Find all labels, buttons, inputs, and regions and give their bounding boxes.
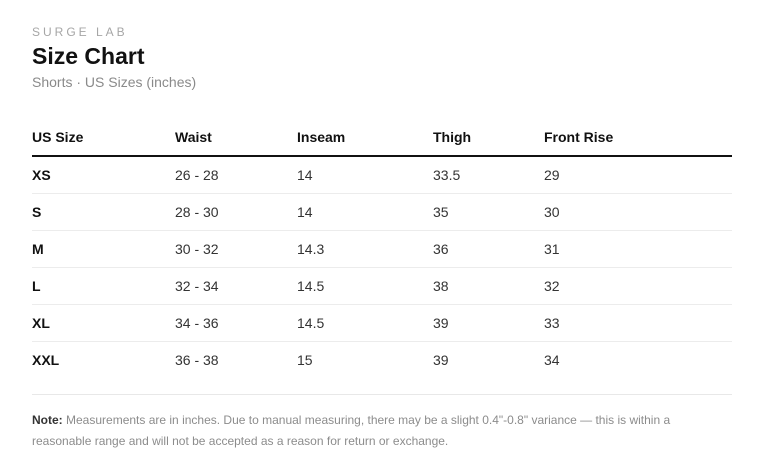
column-header-front-rise: Front Rise: [544, 119, 732, 157]
table-header-row: US Size Waist Inseam Thigh Front Rise: [32, 119, 732, 157]
measurement-note: Note: Measurements are in inches. Due to…: [32, 410, 732, 452]
table-row: S 28 - 30 14 35 30: [32, 193, 732, 231]
table-row: M 30 - 32 14.3 36 31: [32, 230, 732, 268]
thigh-cell: 39: [433, 304, 544, 342]
size-cell: XXL: [32, 352, 60, 368]
inseam-cell: 14: [297, 156, 433, 194]
front-rise-cell: 29: [544, 156, 732, 194]
inseam-cell: 15: [297, 352, 313, 368]
front-rise-cell: 31: [544, 230, 732, 268]
page-subtitle: Shorts · US Sizes (inches): [32, 74, 197, 90]
front-rise-cell: 32: [544, 267, 732, 305]
waist-cell: 30 - 32: [175, 230, 297, 268]
column-header-waist: Waist: [175, 119, 297, 157]
size-chart-panel: SURGE LAB Size Chart Shorts · US Sizes (…: [32, 24, 732, 452]
note-label: Note:: [32, 413, 63, 427]
table-row: XL 34 - 36 14.5 39 33: [32, 304, 732, 342]
column-header-thigh: Thigh: [433, 119, 544, 157]
column-header-us-size: US Size: [32, 119, 175, 157]
front-rise-cell: 33: [544, 304, 732, 342]
waist-cell: 34 - 36: [175, 304, 297, 342]
waist-cell: 26 - 28: [175, 156, 297, 194]
size-cell: M: [32, 230, 175, 268]
brand-label: SURGE LAB: [32, 25, 128, 39]
waist-cell: 32 - 34: [175, 267, 297, 305]
thigh-cell: 36: [433, 230, 544, 268]
size-cell: XS: [32, 156, 175, 194]
front-rise-cell: 34: [544, 352, 560, 368]
size-cell: S: [32, 193, 175, 231]
thigh-cell: 33.5: [433, 156, 544, 194]
inseam-cell: 14.5: [297, 267, 433, 305]
inseam-cell: 14.3: [297, 230, 433, 268]
thigh-cell: 38: [433, 267, 544, 305]
size-cell: L: [32, 267, 175, 305]
thigh-cell: 39: [433, 352, 449, 368]
inseam-cell: 14.5: [297, 304, 433, 342]
size-table: US Size Waist Inseam Thigh Front Rise XS…: [32, 119, 732, 378]
table-row: L 32 - 34 14.5 38 32: [32, 267, 732, 305]
note-text: Measurements are in inches. Due to manua…: [32, 413, 671, 448]
column-header-inseam: Inseam: [297, 119, 433, 157]
waist-cell: 28 - 30: [175, 193, 297, 231]
divider: [32, 394, 732, 395]
waist-cell: 36 - 38: [175, 352, 219, 368]
inseam-cell: 14: [297, 193, 433, 231]
size-cell: XL: [32, 304, 175, 342]
table-row: XS 26 - 28 14 33.5 29: [32, 156, 732, 194]
table-row: XXL 36 - 38 15 39 34: [32, 342, 732, 379]
thigh-cell: 35: [433, 193, 544, 231]
front-rise-cell: 30: [544, 193, 732, 231]
page-title: Size Chart: [32, 43, 145, 69]
